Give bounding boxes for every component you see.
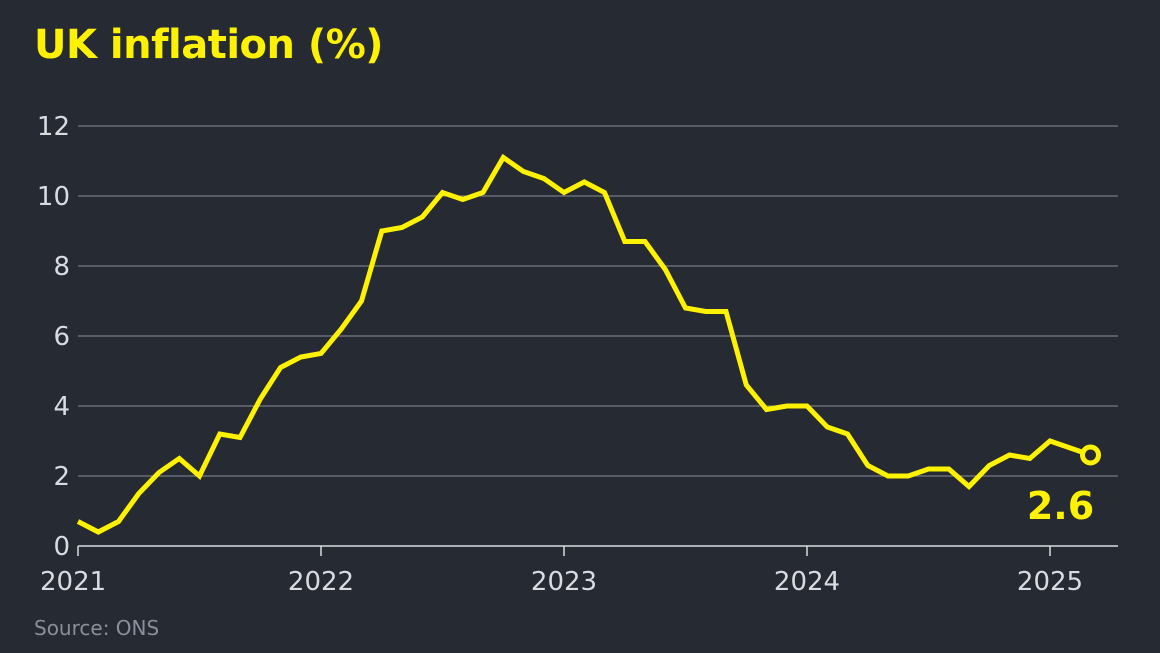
- inflation-series-line: [76, 153, 1092, 535]
- source-note: Source: ONS: [34, 616, 160, 640]
- y-tick-label: 8: [53, 252, 70, 282]
- x-tick-label: 2022: [288, 567, 354, 597]
- y-tick-label: 4: [53, 392, 70, 422]
- last-value-label: 2.6: [1027, 484, 1094, 528]
- y-tick-label: 0: [53, 532, 70, 562]
- last-point-marker: [1080, 444, 1101, 466]
- y-tick-label: 6: [53, 322, 70, 352]
- y-tick-label: 12: [37, 112, 70, 142]
- x-tick-label: 2024: [774, 567, 840, 597]
- y-tick-label: 10: [37, 182, 70, 212]
- chart-title: UK inflation (%): [34, 22, 384, 68]
- x-tick-label: 2023: [531, 567, 597, 597]
- x-tick-label: 2021: [40, 567, 106, 597]
- y-tick-label: 2: [53, 462, 70, 492]
- x-tick-label: 2025: [1017, 567, 1083, 597]
